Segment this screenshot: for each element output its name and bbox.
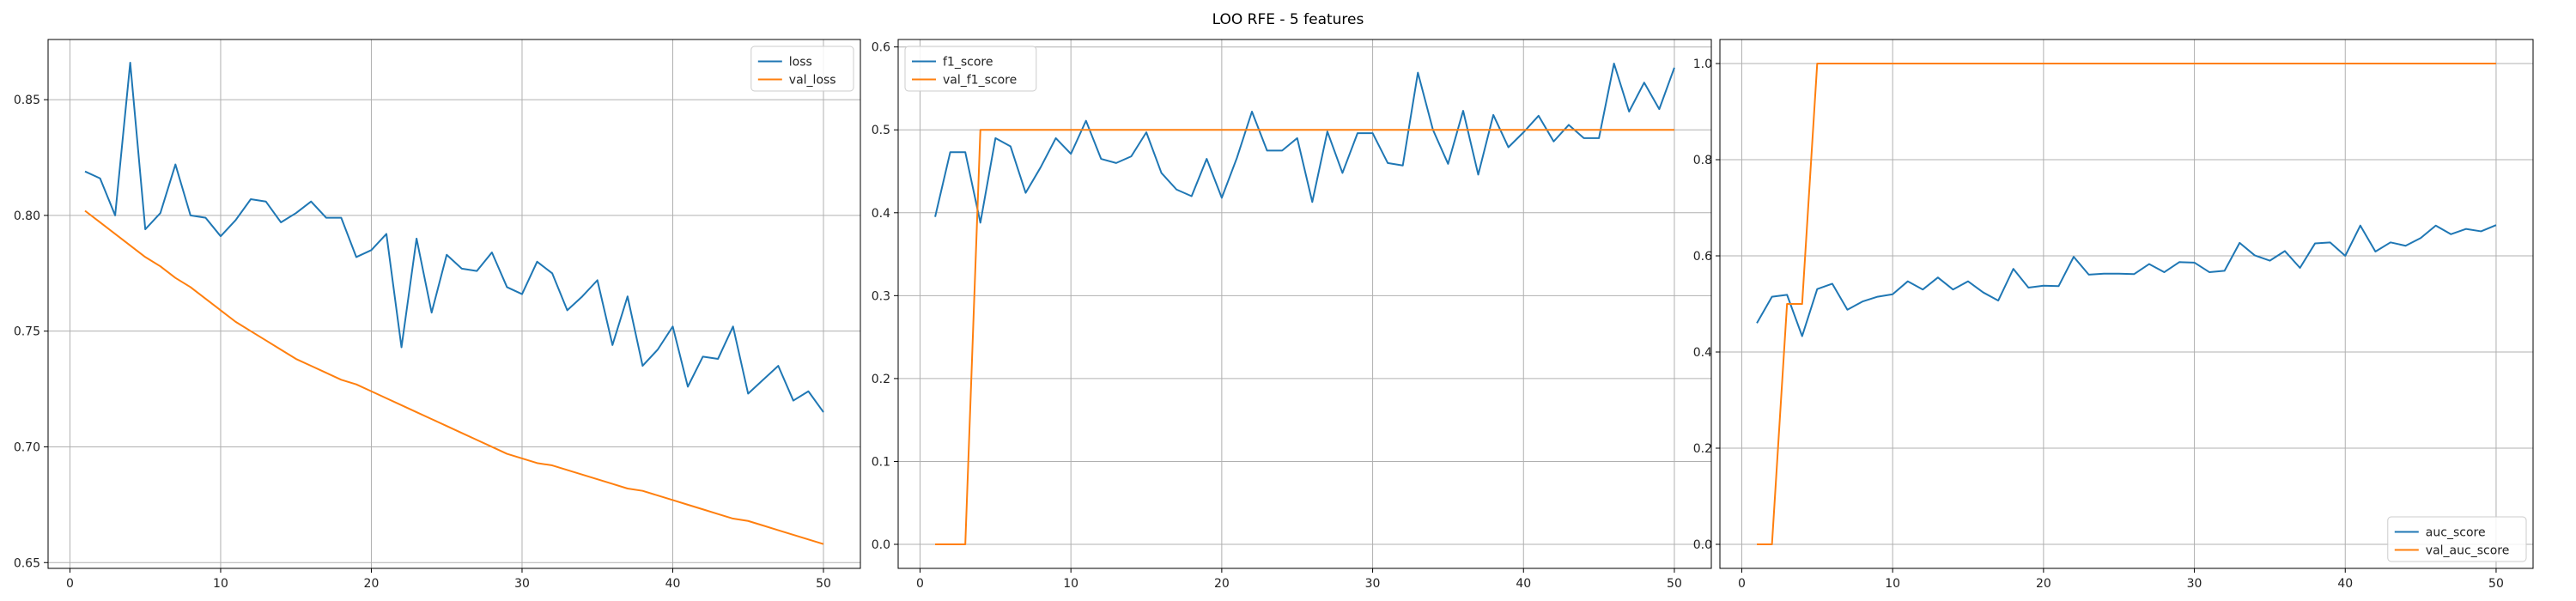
legend-box [904, 46, 1037, 92]
subplots: 0 10 20 30 40 500.650.700.750.800.85lossval_l… [14, 39, 2534, 591]
y-tick-label: 0.5 [872, 124, 890, 137]
x-tick-label: 40 [665, 577, 681, 591]
y-tick-label: 0.4 [1693, 346, 1712, 360]
axes-frame [1719, 39, 2534, 569]
legend-label: auc_score [2426, 526, 2486, 540]
y-tick-label: 0.2 [872, 373, 890, 386]
legend-label: val_auc_score [2426, 544, 2510, 558]
y-tick-label: 0.85 [14, 94, 40, 107]
x-tick-label: 20 [1214, 577, 1230, 591]
y-tick-label: 0.4 [872, 207, 890, 221]
legend-label: loss [789, 56, 812, 70]
y-tick-label: 0.0 [872, 538, 890, 552]
y-tick-label: 0.8 [1693, 154, 1712, 167]
axes-frame [897, 39, 1712, 569]
x-tick-label: 0 [66, 577, 74, 591]
x-tick-label: 50 [816, 577, 831, 591]
x-tick-label: 40 [2337, 577, 2353, 591]
legend: f1_score val_f1_score [904, 46, 1037, 92]
y-tick-label: 0.6 [872, 41, 890, 55]
x-tick-label: 40 [1516, 577, 1531, 591]
x-tick-label: 30 [514, 577, 530, 591]
x-tick-label: 50 [2488, 577, 2504, 591]
legend: loss val_loss [750, 46, 854, 92]
y-tick-label: 0.70 [14, 440, 40, 454]
legend-box [2387, 516, 2527, 562]
figure-title: LOO RFE - 5 features [1212, 11, 1364, 28]
series-line-val-f1-score [935, 129, 1674, 545]
x-tick-label: 20 [2036, 577, 2051, 591]
series-line-loss [84, 61, 824, 413]
y-tick-label: 0.6 [1693, 250, 1712, 264]
y-tick-label: 0.80 [14, 209, 40, 223]
y-tick-label: 0.75 [14, 325, 40, 339]
y-tick-label: 0.1 [872, 455, 890, 469]
legend: auc_score val_auc_score [2387, 516, 2527, 562]
y-tick-label: 0.3 [872, 289, 890, 303]
legend-label: f1_score [943, 56, 993, 70]
subplot-1: 0 10 20 30 40 50 0.65 0.70 0.75 0.80 0.85 loss val_l… [14, 39, 861, 591]
subplot-2: 0 10 20 30 40 50 0.0 0.1 0.2 0.3 0.4 0.5 0.6 f1_score… [872, 39, 1712, 591]
legend-label: val_f1_score [943, 74, 1017, 88]
x-tick-label: 0 [1738, 577, 1746, 591]
x-tick-label: 10 [213, 577, 228, 591]
x-tick-label: 10 [1063, 577, 1078, 591]
y-tick-label: 0.2 [1693, 442, 1712, 456]
subplot-3: 0 10 20 30 40 50 0.0 0.2 0.4 0.6 0.8 1.0 auc_scoreva… [1693, 39, 2534, 591]
x-tick-label: 10 [1885, 577, 1900, 591]
y-tick-label: 1.0 [1693, 58, 1712, 71]
y-tick-label: 0.0 [1693, 538, 1712, 552]
x-tick-label: 0 [916, 577, 924, 591]
legend-label: val_loss [789, 74, 836, 88]
series-line-val-loss [84, 209, 824, 545]
x-tick-label: 20 [364, 577, 380, 591]
x-tick-label: 30 [2187, 577, 2202, 591]
series-line-f1-score [934, 63, 1675, 224]
series-line-auc-score [1756, 224, 2497, 337]
axes-frame [47, 39, 861, 569]
y-tick-label: 0.65 [14, 556, 40, 570]
series-line-val-auc-score [1757, 63, 2496, 545]
x-tick-label: 50 [1667, 577, 1682, 591]
x-tick-label: 30 [1365, 577, 1381, 591]
